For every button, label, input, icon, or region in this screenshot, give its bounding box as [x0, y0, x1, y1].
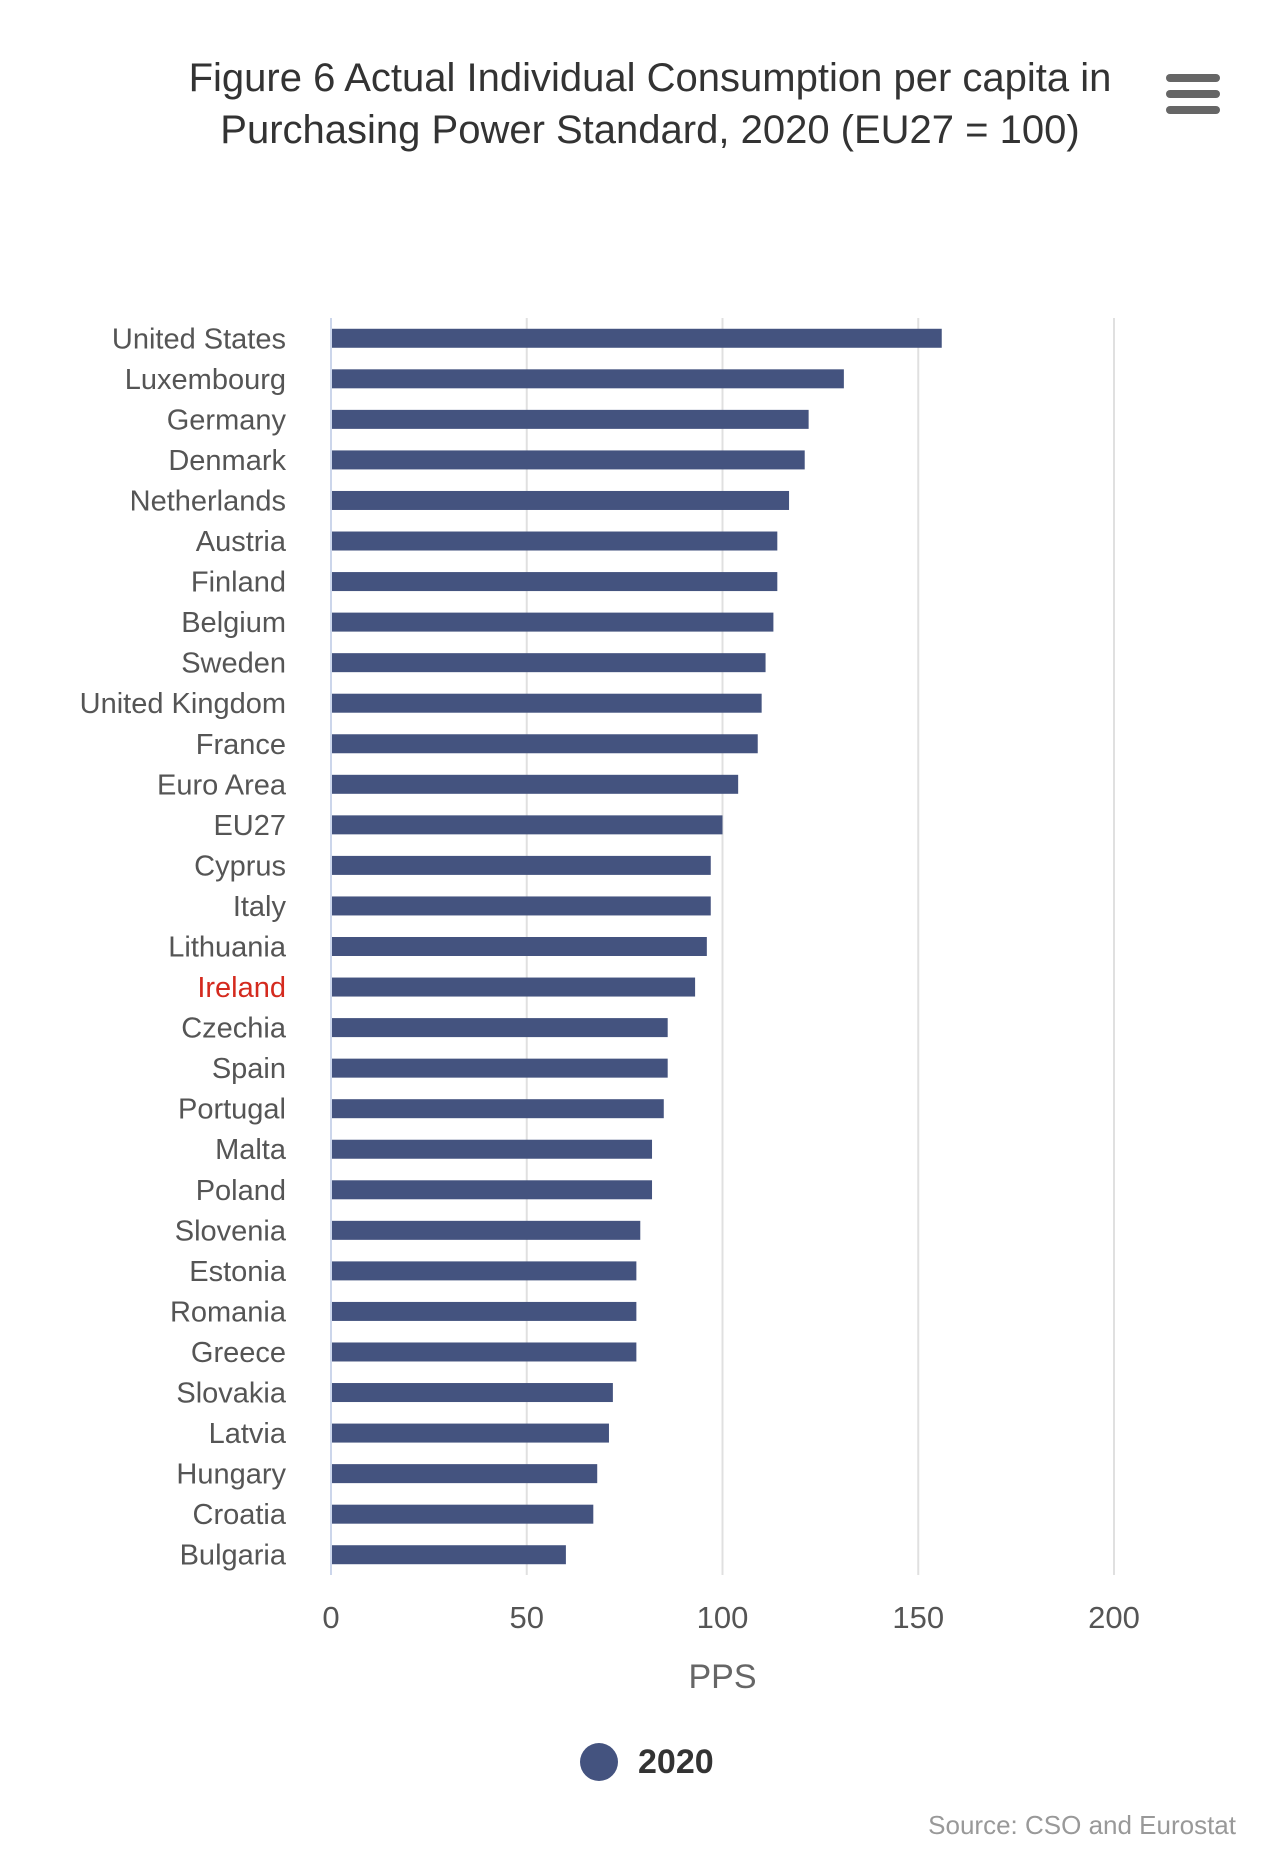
category-label: Finland — [191, 567, 286, 599]
category-label: Hungary — [176, 1459, 286, 1491]
category-label: United Kingdom — [80, 688, 286, 720]
bar[interactable] — [332, 693, 762, 713]
bar[interactable] — [332, 774, 739, 794]
bar[interactable] — [332, 531, 778, 551]
category-label: Belgium — [181, 607, 286, 639]
category-label: Spain — [212, 1053, 286, 1085]
category-label: Slovenia — [175, 1215, 287, 1247]
x-tick-label: 200 — [1088, 1600, 1140, 1635]
bar[interactable] — [332, 1220, 641, 1240]
category-label: Greece — [191, 1337, 286, 1369]
legend-marker — [580, 1743, 618, 1781]
x-axis-title: PPS — [688, 1658, 756, 1696]
source-note: Source: CSO and Eurostat — [928, 1810, 1236, 1840]
bar[interactable] — [332, 1545, 566, 1565]
bar[interactable] — [332, 1423, 609, 1443]
bar[interactable] — [332, 815, 723, 835]
bar[interactable] — [332, 450, 805, 470]
category-label: Euro Area — [157, 769, 287, 801]
bar[interactable] — [332, 1383, 613, 1403]
category-label: Latvia — [209, 1418, 287, 1450]
bar[interactable] — [332, 977, 696, 997]
category-label: Italy — [233, 891, 287, 923]
category-label: Lithuania — [168, 932, 287, 964]
x-tick-label: 100 — [697, 1600, 749, 1635]
bar[interactable] — [332, 1261, 637, 1281]
category-label: Netherlands — [130, 485, 286, 517]
bar[interactable] — [332, 328, 942, 348]
bar[interactable] — [332, 1018, 668, 1038]
category-label: Estonia — [189, 1256, 287, 1288]
bar[interactable] — [332, 937, 707, 956]
bar[interactable] — [332, 1058, 668, 1078]
x-tick-label: 0 — [322, 1600, 339, 1635]
x-tick-label: 150 — [892, 1600, 944, 1635]
category-label: Poland — [196, 1175, 286, 1207]
legend-item-2020[interactable]: 2020 — [580, 1737, 714, 1787]
chart-title: Figure 6 Actual Individual Consumption p… — [188, 56, 1112, 152]
bar[interactable] — [332, 1180, 653, 1200]
bar[interactable] — [332, 855, 711, 875]
category-label: Denmark — [168, 445, 286, 477]
category-label: Slovakia — [176, 1378, 286, 1410]
bar[interactable] — [332, 490, 790, 510]
category-label: Ireland — [197, 972, 286, 1004]
bar[interactable] — [332, 612, 774, 632]
category-label: United States — [112, 323, 286, 355]
bar[interactable] — [332, 409, 809, 429]
category-label: Austria — [196, 526, 287, 558]
bar[interactable] — [332, 369, 844, 389]
category-label: Germany — [167, 404, 287, 436]
category-label: Romania — [170, 1296, 287, 1328]
bar[interactable] — [332, 1139, 653, 1159]
bar[interactable] — [332, 572, 778, 592]
bar[interactable] — [332, 653, 766, 673]
category-label: EU27 — [213, 810, 286, 842]
category-label: Luxembourg — [125, 364, 286, 396]
bar[interactable] — [332, 1464, 598, 1484]
hamburger-menu-icon[interactable] — [1166, 74, 1220, 120]
category-label: Sweden — [181, 648, 286, 680]
bar[interactable] — [332, 1342, 637, 1362]
bar[interactable] — [332, 734, 758, 754]
bar[interactable] — [332, 1504, 594, 1524]
bar[interactable] — [332, 1099, 664, 1119]
bar[interactable] — [332, 1301, 637, 1321]
legend-label: 2020 — [638, 1742, 714, 1781]
category-label: Cyprus — [194, 850, 286, 882]
bar[interactable] — [332, 896, 711, 916]
category-label: Bulgaria — [180, 1540, 287, 1572]
category-label: Portugal — [178, 1094, 286, 1126]
category-label: Czechia — [181, 1013, 287, 1045]
category-label: Malta — [215, 1134, 287, 1166]
x-tick-label: 50 — [510, 1600, 544, 1635]
category-label: France — [196, 729, 286, 761]
category-label: Croatia — [193, 1499, 287, 1531]
